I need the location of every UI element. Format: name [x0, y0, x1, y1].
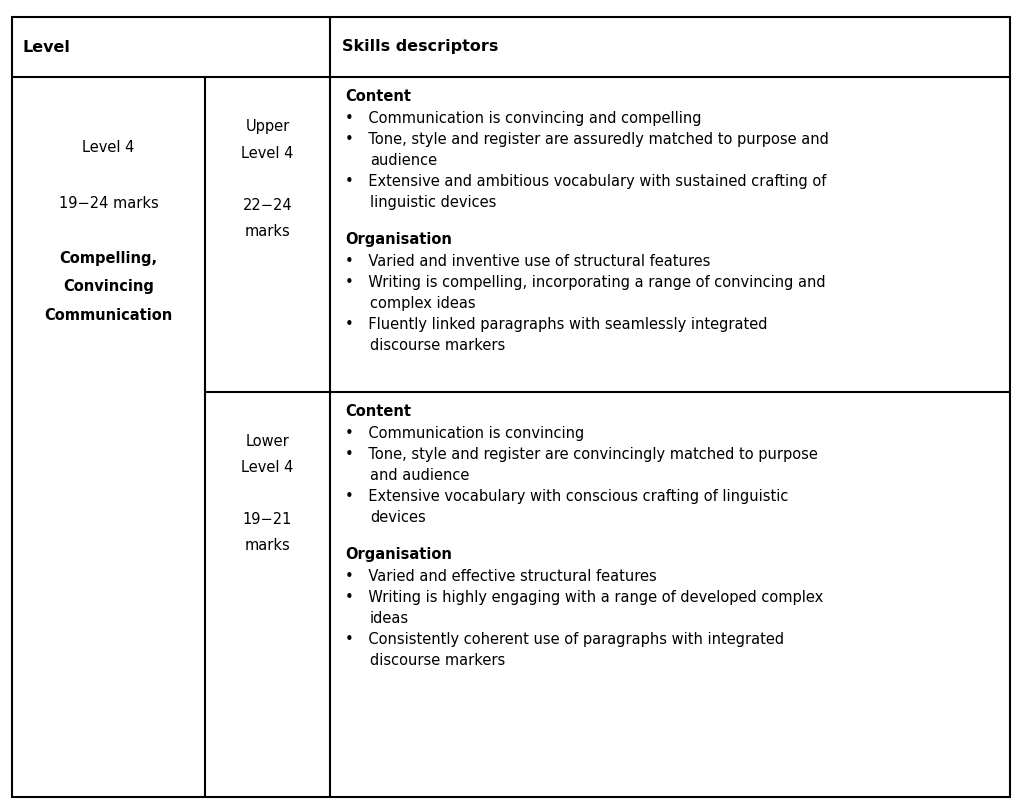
Text: • Communication is convincing and compelling: • Communication is convincing and compel… [345, 111, 701, 126]
Text: Content: Content [345, 89, 411, 104]
Text: Communication: Communication [44, 307, 173, 323]
Text: Upper: Upper [246, 119, 290, 135]
Text: marks: marks [245, 224, 291, 239]
Text: linguistic devices: linguistic devices [370, 195, 497, 210]
Text: • Consistently coherent use of paragraphs with integrated: • Consistently coherent use of paragraph… [345, 632, 784, 647]
Text: Level: Level [22, 40, 70, 55]
Text: • Communication is convincing: • Communication is convincing [345, 426, 585, 441]
Text: • Tone, style and register are convincingly matched to purpose: • Tone, style and register are convincin… [345, 447, 818, 462]
Text: devices: devices [370, 510, 426, 525]
Text: • Fluently linked paragraphs with seamlessly integrated: • Fluently linked paragraphs with seamle… [345, 317, 768, 332]
Text: 19−21: 19−21 [243, 512, 292, 528]
Text: • Tone, style and register are assuredly matched to purpose and: • Tone, style and register are assuredly… [345, 132, 828, 147]
Text: Skills descriptors: Skills descriptors [342, 40, 499, 55]
Text: Convincing: Convincing [63, 279, 154, 295]
Text: complex ideas: complex ideas [370, 296, 475, 311]
Text: Level 4: Level 4 [82, 140, 135, 154]
Text: audience: audience [370, 153, 437, 168]
Text: discourse markers: discourse markers [370, 338, 505, 353]
Text: • Varied and inventive use of structural features: • Varied and inventive use of structural… [345, 254, 711, 269]
Text: Organisation: Organisation [345, 232, 452, 247]
Text: Compelling,: Compelling, [59, 252, 158, 266]
Text: • Varied and effective structural features: • Varied and effective structural featur… [345, 569, 656, 584]
Text: • Extensive and ambitious vocabulary with sustained crafting of: • Extensive and ambitious vocabulary wit… [345, 174, 826, 189]
Text: Level 4: Level 4 [242, 145, 294, 161]
Text: • Writing is compelling, incorporating a range of convincing and: • Writing is compelling, incorporating a… [345, 275, 825, 290]
Text: 22−24: 22−24 [243, 198, 292, 212]
Text: • Writing is highly engaging with a range of developed complex: • Writing is highly engaging with a rang… [345, 590, 823, 605]
Text: Organisation: Organisation [345, 547, 452, 562]
Text: Lower: Lower [246, 434, 290, 449]
Text: Level 4: Level 4 [242, 461, 294, 475]
Text: Content: Content [345, 404, 411, 419]
Text: discourse markers: discourse markers [370, 653, 505, 668]
Text: 19−24 marks: 19−24 marks [58, 195, 159, 211]
Text: and audience: and audience [370, 468, 469, 483]
Text: marks: marks [245, 538, 291, 554]
Text: • Extensive vocabulary with conscious crafting of linguistic: • Extensive vocabulary with conscious cr… [345, 489, 788, 504]
Text: ideas: ideas [370, 611, 410, 626]
